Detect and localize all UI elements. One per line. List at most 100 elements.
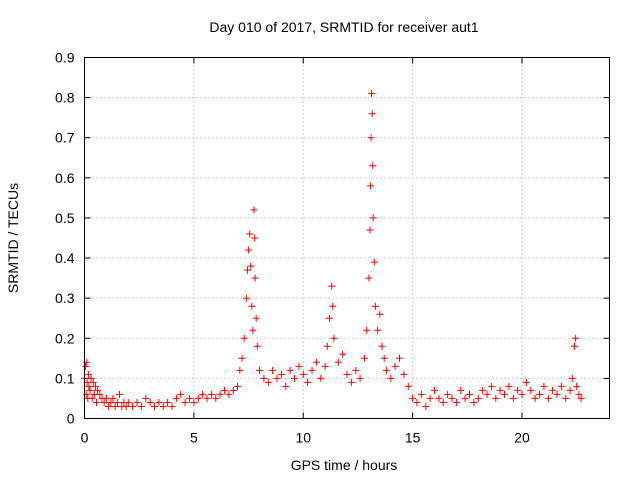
data-point: [492, 394, 500, 402]
data-point: [105, 403, 113, 410]
data-point: [229, 386, 237, 394]
x-tick-label: 15: [405, 430, 421, 446]
data-point: [356, 374, 364, 382]
data-point: [568, 374, 576, 382]
data-point: [248, 302, 256, 310]
data-point: [89, 378, 97, 386]
data-point: [87, 374, 95, 382]
data-point: [347, 378, 355, 386]
data-point: [194, 394, 202, 402]
data-point: [487, 382, 495, 390]
data-point: [413, 399, 421, 406]
data-point: [155, 399, 163, 406]
data-point: [273, 374, 281, 382]
y-tick-label: 0.7: [55, 130, 75, 146]
data-point: [94, 386, 102, 394]
data-point: [234, 382, 242, 390]
data-point: [371, 302, 379, 310]
data-point: [439, 399, 447, 406]
data-point: [368, 90, 375, 98]
data-point: [368, 110, 376, 118]
y-tick-label: 0.6: [55, 170, 75, 186]
data-point: [369, 214, 377, 222]
data-point: [382, 366, 390, 374]
data-point: [518, 390, 526, 398]
data-point: [260, 374, 268, 382]
data-point: [85, 382, 93, 390]
data-point: [282, 382, 290, 390]
x-tick-label: 5: [190, 430, 198, 446]
data-point: [352, 366, 360, 374]
x-tick-label: 20: [514, 430, 530, 446]
data-point: [151, 403, 158, 410]
data-point: [100, 399, 108, 406]
data-point: [251, 234, 259, 242]
data-point: [124, 399, 132, 406]
data-point: [96, 390, 104, 398]
data-point: [466, 390, 473, 398]
y-tick-label: 0.8: [55, 90, 75, 106]
data-point: [562, 394, 570, 402]
y-tick-label: 0.5: [55, 210, 75, 226]
data-point: [133, 399, 141, 406]
data-point: [264, 378, 272, 386]
data-point: [444, 390, 452, 398]
data-point: [323, 342, 331, 350]
data-point: [426, 394, 434, 402]
data-point: [452, 399, 460, 406]
data-point: [107, 399, 115, 406]
data-point: [370, 258, 378, 266]
data-point: [435, 394, 443, 402]
data-point: [102, 394, 110, 402]
y-tick-label: 0.4: [55, 250, 75, 266]
data-point: [93, 399, 100, 406]
data-point: [207, 390, 215, 398]
data-point: [236, 366, 244, 374]
data-point: [84, 370, 92, 378]
y-tick-label: 0.1: [55, 370, 75, 386]
data-point: [250, 206, 258, 214]
data-point: [496, 386, 504, 394]
data-points: [81, 90, 585, 410]
data-point: [122, 403, 130, 410]
data-point: [82, 362, 90, 370]
data-point: [575, 390, 583, 398]
data-point: [571, 342, 578, 350]
data-point: [417, 390, 425, 398]
data-point: [203, 394, 211, 402]
data-point: [328, 282, 336, 290]
data-point: [367, 134, 375, 142]
data-point: [536, 390, 543, 398]
data-point: [363, 326, 371, 334]
data-point: [299, 370, 307, 378]
data-point: [172, 394, 180, 402]
data-point: [361, 354, 368, 362]
data-point: [146, 399, 154, 406]
data-point: [514, 386, 522, 394]
data-point: [164, 399, 172, 406]
data-point: [142, 394, 150, 402]
data-point: [479, 386, 487, 394]
data-point: [457, 386, 465, 394]
data-point: [86, 386, 94, 394]
data-point: [380, 354, 388, 362]
data-point: [566, 386, 574, 394]
data-point: [308, 366, 316, 374]
data-point: [540, 382, 548, 390]
y-tick-label: 0.2: [55, 330, 75, 346]
data-point: [190, 399, 198, 406]
data-point: [544, 394, 552, 402]
data-point: [317, 374, 325, 382]
data-point: [501, 390, 508, 398]
data-point: [246, 230, 254, 238]
data-point: [82, 390, 90, 398]
grid-lines: [84, 57, 610, 419]
data-point: [286, 366, 294, 374]
data-point: [343, 370, 351, 378]
data-point: [400, 370, 408, 378]
data-point: [470, 399, 478, 406]
data-point: [404, 382, 412, 390]
data-point: [334, 358, 342, 366]
data-point: [374, 326, 382, 334]
data-point: [409, 394, 417, 402]
